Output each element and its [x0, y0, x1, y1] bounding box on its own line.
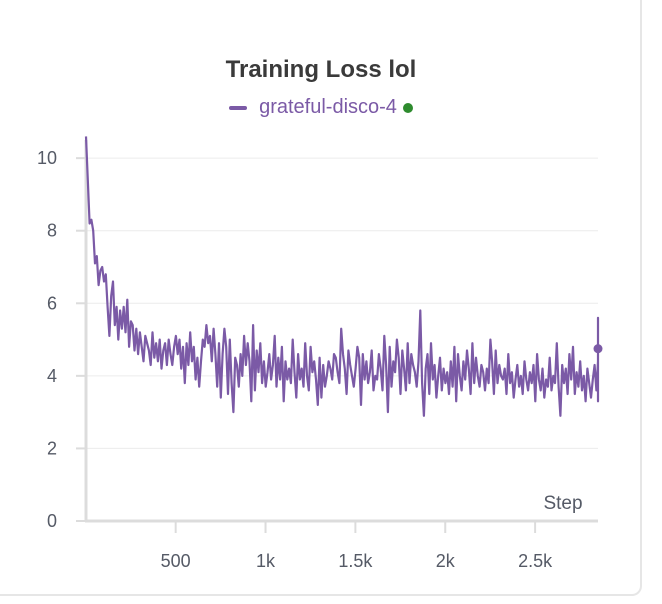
y-tick-label: 6 — [47, 293, 57, 313]
x-tick-label: 1.5k — [338, 551, 373, 571]
legend-series-swatch — [229, 105, 248, 110]
tick-labels: 0 2 4 6 8 10 500 1k 1.5k 2k 2.5k — [37, 148, 553, 571]
series-last-point[interactable] — [593, 344, 603, 354]
axes — [76, 140, 598, 533]
y-tick-label: 4 — [47, 366, 57, 386]
series-line-grateful-disco-4[interactable] — [84, 136, 600, 417]
y-tick-label: 10 — [37, 148, 57, 168]
run-status-dot-icon — [402, 102, 413, 113]
chart-legend[interactable]: grateful-disco-4 — [0, 96, 642, 119]
x-tick-label: 2k — [436, 551, 456, 571]
x-axis-label: Step — [543, 493, 582, 514]
x-tick-label: 500 — [161, 551, 191, 571]
y-tick-label: 0 — [47, 511, 57, 531]
x-tick-label: 2.5k — [518, 551, 553, 571]
x-tick-label: 1k — [256, 551, 276, 571]
y-tick-label: 2 — [47, 438, 57, 458]
chart-title: Training Loss lol — [225, 56, 417, 83]
gridlines — [86, 157, 598, 449]
y-tick-label: 8 — [47, 221, 57, 241]
legend-series-name[interactable]: grateful-disco-4 — [259, 96, 397, 118]
